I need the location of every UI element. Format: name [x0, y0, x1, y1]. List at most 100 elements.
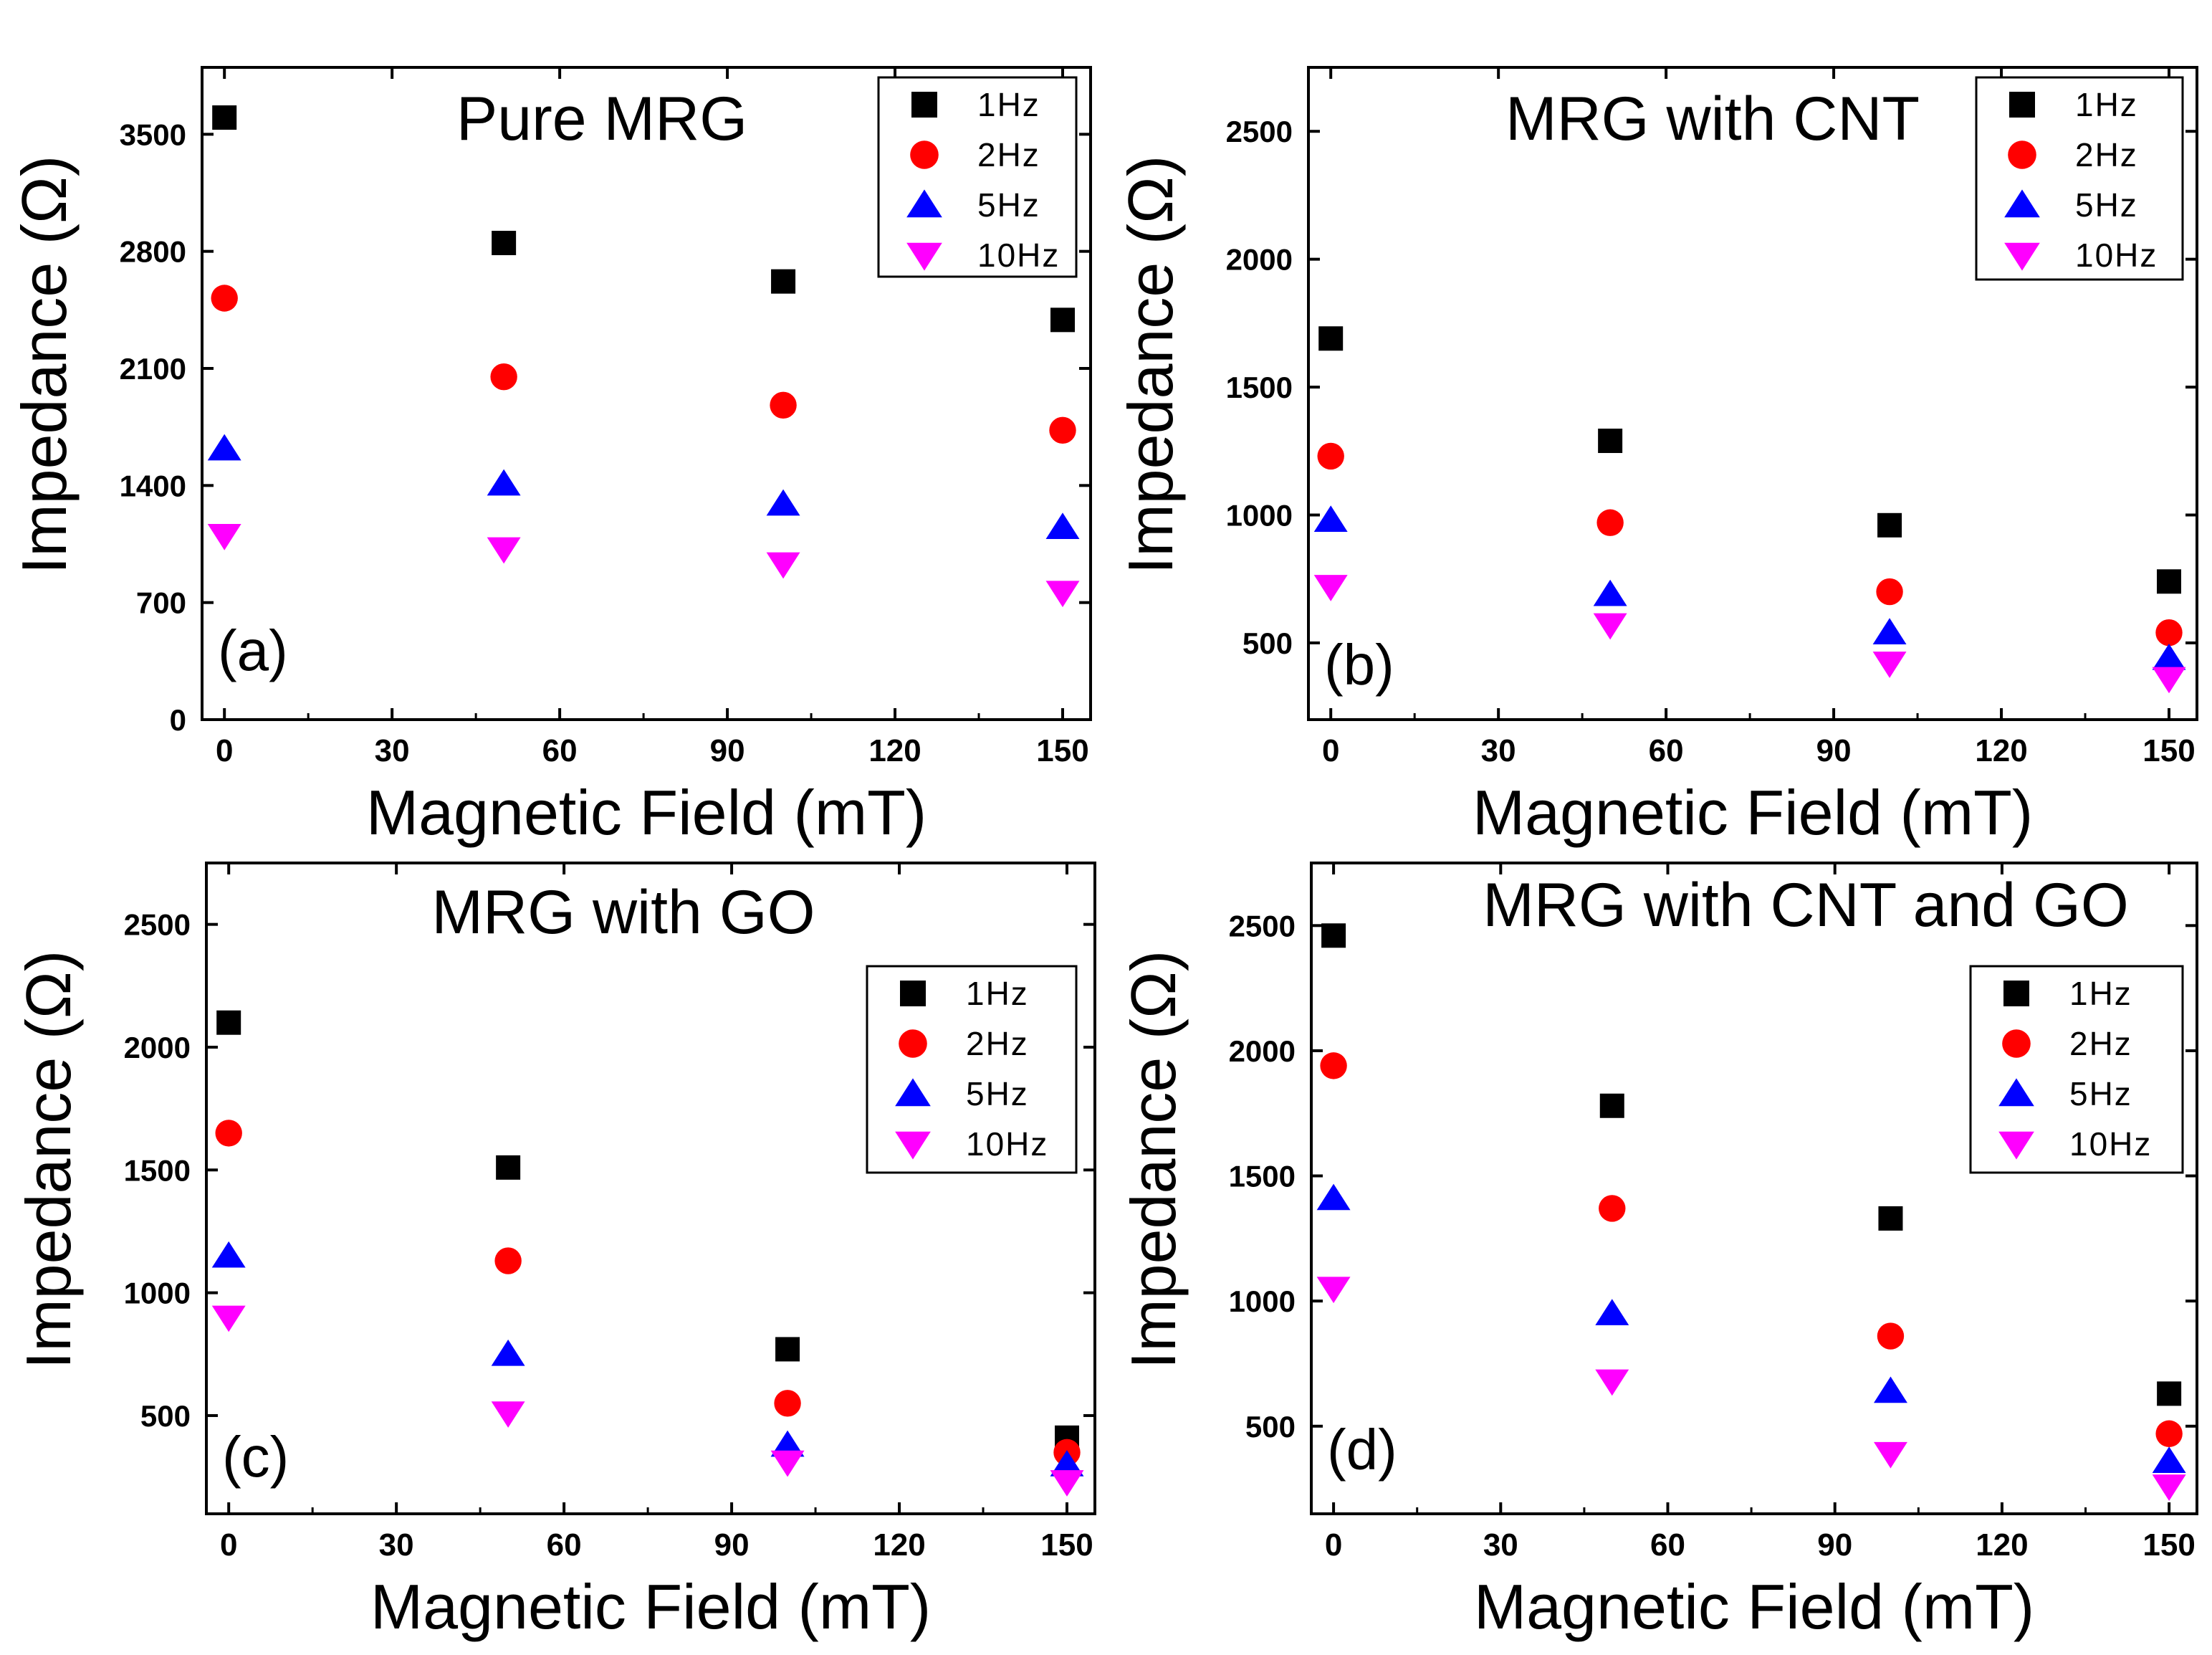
legend: 1Hz 2Hz 5Hz 10Hz	[877, 76, 1078, 278]
point-5hz-0mt	[207, 434, 241, 461]
y-tick-label: 1500	[1229, 1160, 1296, 1193]
point-10hz-100mt	[766, 552, 800, 579]
point-5hz-50mt	[1593, 579, 1627, 606]
y-tick-label: 2000	[124, 1031, 191, 1064]
point-5hz-150mt	[1050, 1450, 1084, 1477]
point-10hz-50mt	[491, 1401, 525, 1428]
point-2hz-50mt	[1599, 1195, 1626, 1222]
point-10hz-100mt	[770, 1450, 805, 1477]
x-tick-label: 0	[1325, 1527, 1342, 1563]
x-tick-label: 30	[375, 733, 410, 768]
y-tick-label: 1000	[124, 1277, 191, 1310]
y-tick-label: 500	[140, 1399, 191, 1433]
point-10hz-0mt	[211, 1305, 246, 1332]
x-tick-label: 120	[868, 733, 921, 768]
panel-label: (a)	[218, 619, 288, 682]
legend-marker-2hz	[910, 140, 939, 169]
y-tick-label: 2100	[120, 352, 186, 386]
legend-marker-1hz	[911, 92, 937, 118]
legend-label-2hz: 2Hz	[977, 136, 1040, 173]
y-tick-label: 0	[170, 703, 186, 737]
y-tick-label: 2500	[1226, 115, 1293, 148]
point-1hz-150mt	[2157, 569, 2182, 594]
x-tick-label: 30	[1481, 733, 1516, 768]
chart-panel-3: 0 30 60 90 120 150 500 1000 1500 2000 2500 Magnetic…	[13, 862, 1096, 1642]
y-axis-label: Impedance (Ω)	[1118, 950, 1189, 1369]
x-tick-label: 90	[1816, 733, 1852, 768]
legend-marker-10hz	[895, 1131, 931, 1160]
x-tick-label: 120	[1976, 1527, 2028, 1563]
x-tick-label: 60	[542, 733, 578, 768]
legend: 1Hz 2Hz 5Hz 10Hz	[866, 965, 1078, 1174]
y-tick-label: 1500	[1226, 371, 1293, 404]
panel-title: Pure MRG	[456, 85, 747, 153]
point-2hz-0mt	[1317, 442, 1344, 470]
point-10hz-100mt	[1873, 1441, 1907, 1469]
legend-marker-1hz	[900, 981, 926, 1006]
panel-label: (c)	[222, 1425, 289, 1489]
legend-label-5hz: 5Hz	[2075, 186, 2138, 224]
y-tick-label: 1000	[1226, 499, 1293, 533]
legend-marker-2hz	[899, 1029, 927, 1058]
chart-panel-2: 0 30 60 90 120 150 500 1000 1500 2000 2500 Magnetic…	[1115, 66, 2198, 848]
point-1hz-50mt	[492, 231, 517, 255]
y-tick-label: 2000	[1229, 1034, 1296, 1068]
point-5hz-100mt	[766, 489, 800, 516]
point-2hz-50mt	[490, 363, 517, 391]
panel-title: MRG with CNT	[1505, 85, 1920, 153]
x-tick-label: 90	[714, 1527, 750, 1563]
point-1hz-0mt	[216, 1010, 241, 1035]
plot-frame	[1310, 862, 2198, 1515]
point-10hz-0mt	[1313, 575, 1348, 601]
point-10hz-100mt	[1872, 652, 1907, 678]
legend-marker-2hz	[2008, 140, 2036, 169]
legend-label-10hz: 10Hz	[977, 237, 1060, 274]
y-tick-label: 1400	[120, 469, 186, 502]
legend-label-5hz: 5Hz	[977, 186, 1040, 224]
y-tick-label: 1500	[124, 1153, 191, 1187]
legend-marker-2hz	[2002, 1029, 2031, 1058]
point-10hz-0mt	[207, 524, 241, 550]
point-1hz-100mt	[771, 269, 796, 294]
y-tick-label: 2800	[120, 235, 186, 269]
x-tick-label: 90	[710, 733, 745, 768]
y-tick-label: 3500	[120, 118, 186, 151]
point-1hz-150mt	[2157, 1381, 2182, 1406]
point-1hz-150mt	[1050, 307, 1076, 333]
point-1hz-100mt	[1877, 512, 1902, 538]
x-tick-label: 150	[2142, 733, 2195, 768]
point-2hz-100mt	[1877, 1322, 1905, 1350]
point-2hz-50mt	[1596, 509, 1624, 536]
legend-marker-5hz	[906, 189, 942, 218]
point-5hz-0mt	[1313, 505, 1348, 532]
point-10hz-150mt	[1045, 581, 1080, 608]
y-axis-label: Impedance (Ω)	[13, 950, 84, 1369]
point-10hz-50mt	[1595, 1369, 1629, 1396]
legend-label-5hz: 5Hz	[966, 1075, 1029, 1112]
plot-frame	[201, 66, 1092, 721]
point-5hz-150mt	[1045, 512, 1080, 539]
chart-panel-4: 0 30 60 90 120 150 500 1000 1500 2000 2500 Magnetic…	[1118, 862, 2198, 1642]
point-1hz-0mt	[1318, 326, 1344, 351]
y-tick-label: 500	[1245, 1410, 1296, 1444]
chart-panel-1: 0 30 60 90 120 150 0 700 1400 2100 2800 3500 Magneti…	[9, 66, 1092, 848]
point-2hz-0mt	[1320, 1052, 1347, 1079]
point-2hz-100mt	[774, 1390, 801, 1417]
legend-label-10hz: 10Hz	[2075, 237, 2158, 274]
point-5hz-0mt	[1316, 1183, 1351, 1211]
y-tick-label: 2000	[1226, 243, 1293, 277]
point-2hz-150mt	[2155, 1420, 2183, 1447]
x-axis-label: Magnetic Field (mT)	[370, 1571, 931, 1642]
legend-label-1hz: 1Hz	[2075, 86, 2138, 123]
legend-marker-10hz	[2004, 242, 2040, 271]
point-5hz-100mt	[1873, 1376, 1907, 1403]
point-10hz-50mt	[487, 537, 521, 564]
legend-marker-5hz	[1998, 1078, 2034, 1107]
point-1hz-100mt	[775, 1337, 800, 1362]
x-tick-label: 30	[379, 1527, 414, 1563]
point-2hz-100mt	[770, 391, 797, 419]
point-2hz-0mt	[215, 1120, 242, 1147]
legend-marker-1hz	[2003, 981, 2029, 1006]
point-5hz-50mt	[1595, 1299, 1629, 1325]
